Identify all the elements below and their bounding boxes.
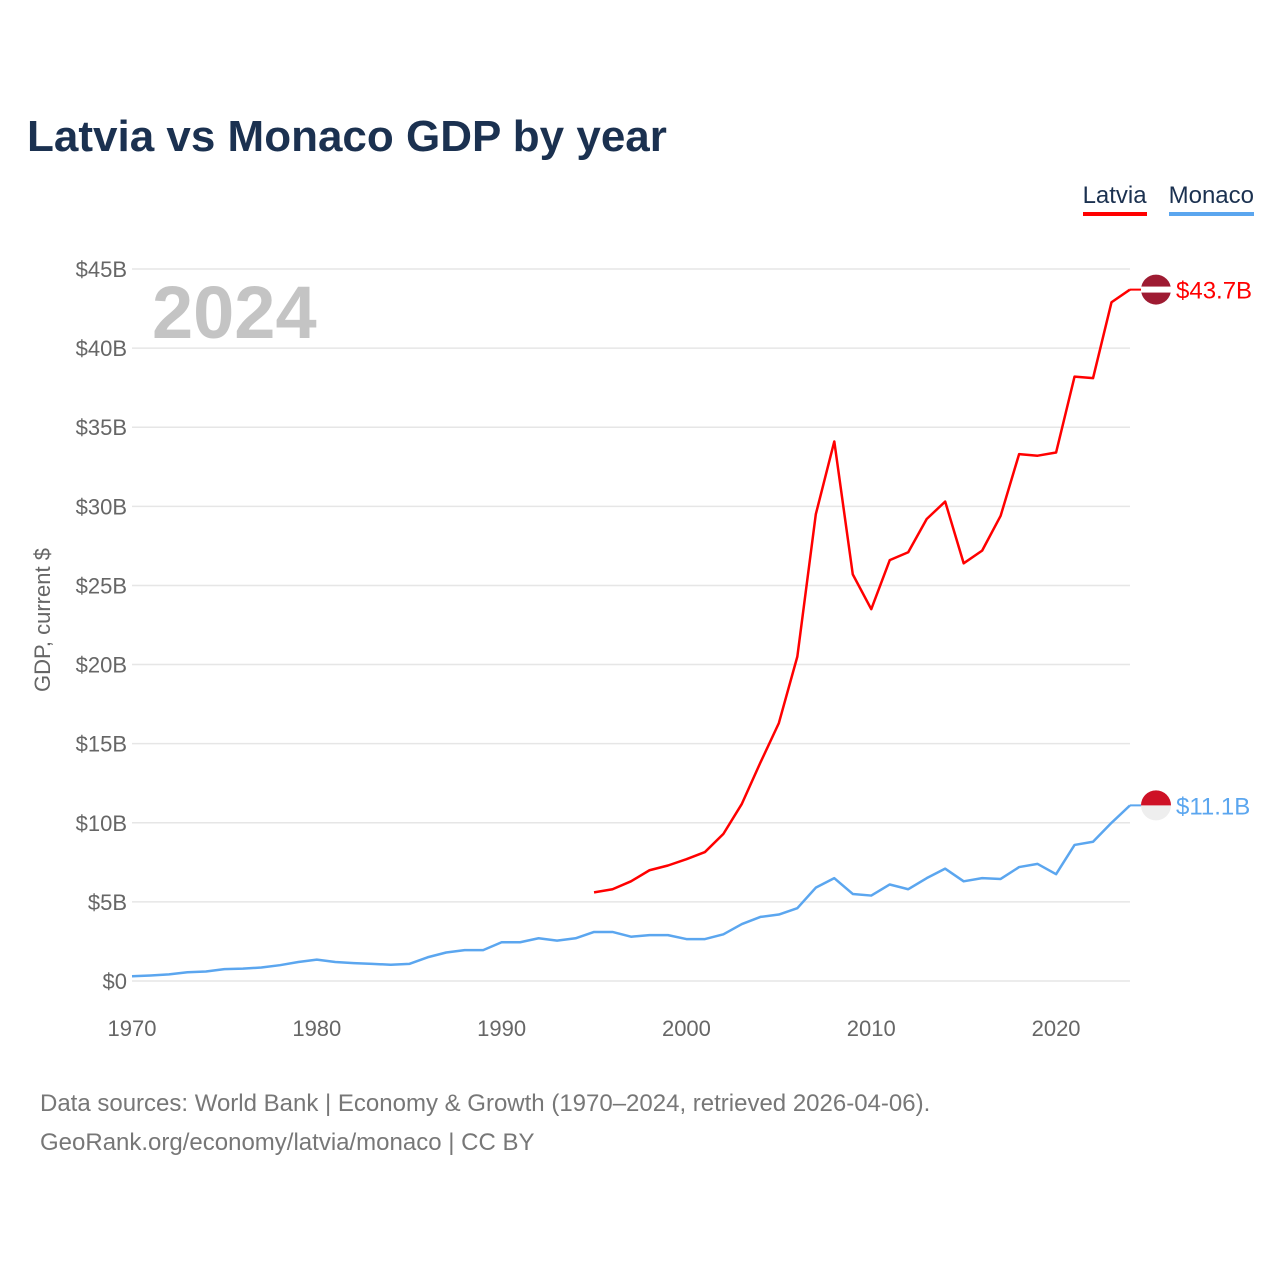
source-line-2[interactable]: GeoRank.org/economy/latvia/monaco | CC B… — [40, 1129, 535, 1156]
x-tick-label: 1990 — [477, 1016, 526, 1041]
y-tick-label: $40B — [76, 336, 127, 361]
monaco-flag-red-half — [1141, 790, 1171, 806]
series-line-monaco — [131, 804, 1131, 978]
x-tick-label: 2010 — [847, 1016, 896, 1041]
legend: Latvia Monaco — [1082, 182, 1254, 216]
series-line-latvia — [593, 288, 1131, 894]
latvia-flag-stripe — [1141, 286, 1171, 293]
year-watermark: 2024 — [152, 271, 317, 354]
x-tick-label: 1980 — [292, 1016, 341, 1041]
legend-monaco[interactable]: Monaco — [1168, 182, 1254, 216]
x-tick-label: 2020 — [1032, 1016, 1081, 1041]
y-tick-label: $25B — [76, 573, 127, 598]
chart-title: Latvia vs Monaco GDP by year — [27, 112, 667, 161]
x-tick-label: 2000 — [662, 1016, 711, 1041]
y-tick-label: $15B — [76, 732, 127, 757]
end-value-label: $43.7B — [1176, 278, 1252, 305]
y-tick-label: $30B — [76, 494, 127, 519]
source-note: Data sources: World Bank | Economy & Gro… — [40, 1084, 930, 1162]
y-axis-label: GDP, current $ — [30, 548, 55, 692]
x-tick-label: 1970 — [108, 1016, 157, 1041]
end-value-label: $11.1B — [1176, 793, 1250, 820]
y-tick-label: $20B — [76, 653, 127, 678]
y-tick-label: $5B — [88, 890, 127, 915]
y-tick-label: $35B — [76, 415, 127, 440]
y-tick-label: $10B — [76, 811, 127, 836]
y-tick-label: $0 — [103, 969, 127, 994]
legend-latvia[interactable]: Latvia — [1082, 182, 1147, 216]
y-tick-label: $45B — [76, 257, 127, 282]
source-line-1: Data sources: World Bank | Economy & Gro… — [40, 1090, 931, 1117]
